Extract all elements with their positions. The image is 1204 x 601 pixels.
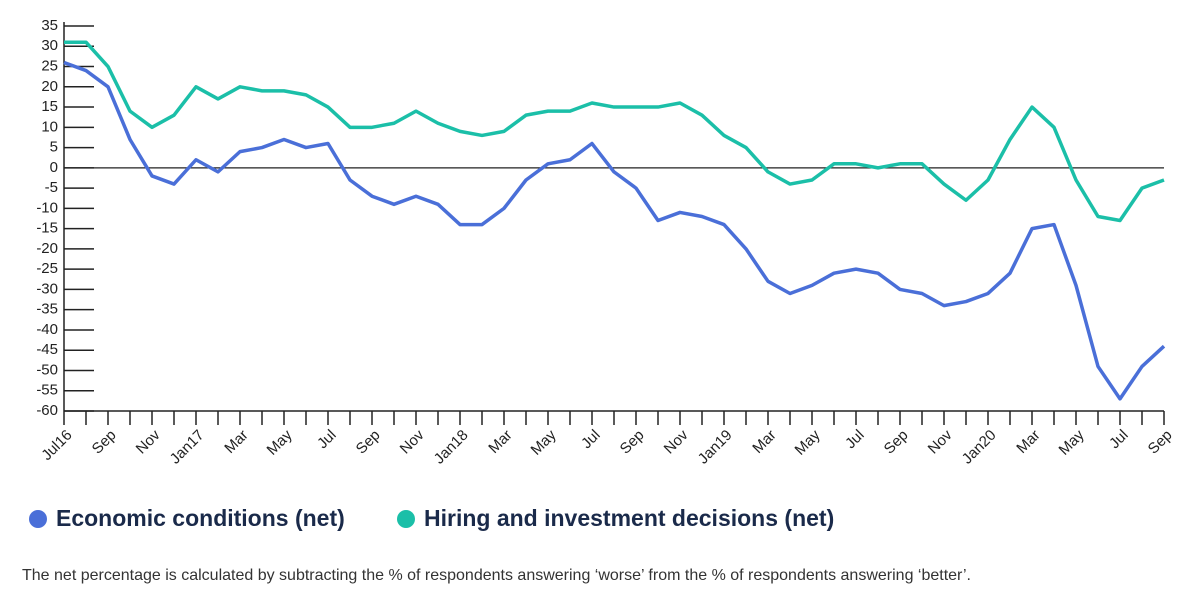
y-tick-label: 0 — [50, 159, 58, 176]
legend-swatch — [397, 510, 415, 528]
y-tick-label: -55 — [36, 382, 58, 399]
y-tick-label: -15 — [36, 220, 58, 237]
x-tick-label: May — [528, 426, 560, 458]
x-tick-label: Sep — [89, 427, 120, 458]
x-tick-label: Sep — [881, 427, 912, 458]
x-tick-label: Mar — [1013, 427, 1043, 457]
y-tick-label: -25 — [36, 260, 58, 277]
x-tick-label: Mar — [221, 427, 251, 457]
y-tick-label: -45 — [36, 341, 58, 358]
x-tick-label: Nov — [133, 426, 164, 457]
y-tick-label: 15 — [41, 98, 58, 115]
y-tick-label: -35 — [36, 301, 58, 318]
y-tick-label: 35 — [41, 17, 58, 34]
y-tick-label: 30 — [41, 37, 58, 54]
x-tick-label: Jul — [842, 427, 868, 453]
x-tick-label: Jan17 — [167, 427, 208, 468]
y-tick-label: 20 — [41, 78, 58, 95]
x-tick-label: May — [792, 426, 824, 458]
series-line — [64, 40, 1165, 223]
x-tick-label: Sep — [1145, 427, 1176, 458]
x-tick-label: Mar — [485, 427, 515, 457]
legend-label: Hiring and investment decisions (net) — [424, 505, 834, 531]
footnote: The net percentage is calculated by subt… — [22, 567, 971, 584]
legend-swatch — [29, 510, 47, 528]
y-tick-label: -60 — [36, 402, 58, 419]
x-tick-label: Jul — [1106, 427, 1132, 453]
series-line — [63, 60, 1166, 401]
x-tick-label: May — [1056, 426, 1088, 458]
x-tick-label: Jul — [578, 427, 604, 453]
y-tick-label: -20 — [36, 240, 58, 257]
y-tick-label: -10 — [36, 199, 58, 216]
x-tick-label: Jul — [314, 427, 340, 453]
x-tick-label: Nov — [397, 426, 428, 457]
x-tick-label: Sep — [353, 427, 384, 458]
x-tick-label: Jan19 — [695, 427, 736, 468]
x-tick-label: Jan20 — [959, 427, 1000, 468]
y-tick-label: 10 — [41, 118, 58, 135]
y-tick-label: 25 — [41, 57, 58, 74]
x-tick-label: Jan18 — [431, 427, 472, 468]
x-tick-label: Nov — [661, 426, 692, 457]
x-tick-label: Jul16 — [38, 427, 75, 464]
y-tick-label: -30 — [36, 280, 58, 297]
y-tick-label: -50 — [36, 361, 58, 378]
x-tick-label: Mar — [749, 427, 779, 457]
x-tick-label: Sep — [617, 427, 648, 458]
y-tick-label: 5 — [50, 139, 58, 156]
y-tick-label: -5 — [45, 179, 58, 196]
y-tick-label: -40 — [36, 321, 58, 338]
x-tick-label: Nov — [925, 426, 956, 457]
legend-label: Economic conditions (net) — [56, 505, 345, 531]
x-tick-label: May — [264, 426, 296, 458]
